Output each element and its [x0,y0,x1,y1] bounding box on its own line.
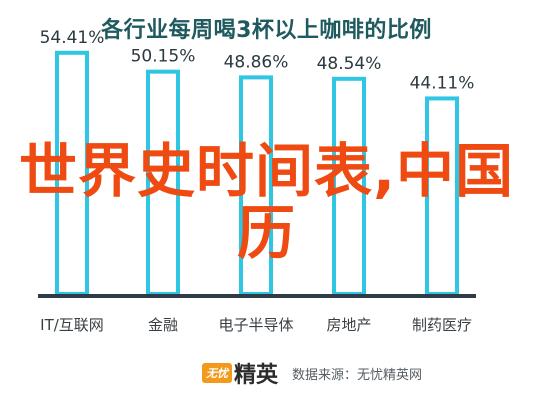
source-row: 无忧 精英 数据来源：无忧精英网 [202,356,512,390]
category-label: IT/互联网 [40,316,104,334]
bar-value-label: 54.41% [40,28,105,48]
category-label: 房地产 [326,316,371,334]
bar [146,69,180,296]
category-label: 制药医疗 [412,316,472,334]
category-label: 电子半导体 [218,316,293,334]
source-text: 数据来源：无忧精英网 [292,367,423,383]
bar-value-label: 48.54% [317,54,382,74]
bar [55,50,89,296]
bar [239,75,273,297]
logo-badge: 无忧 [202,363,232,383]
overlay-watermark-text: 世界史时间表,中国历 [18,137,515,267]
bar-value-label: 50.15% [131,47,196,67]
labels-layer: 54.41% IT/互联网 50.15% 金融 48.86% 电子半导体 48.54% 房地产… [40,28,475,334]
bar-value-label: 48.86% [224,52,289,72]
bars-layer [55,50,459,297]
logo-text: 精英 [234,363,279,388]
category-label: 金融 [148,316,178,334]
bar-value-label: 44.11% [410,73,475,93]
chart-title: 各行业每周喝3杯以上咖啡的比例 [101,18,432,43]
